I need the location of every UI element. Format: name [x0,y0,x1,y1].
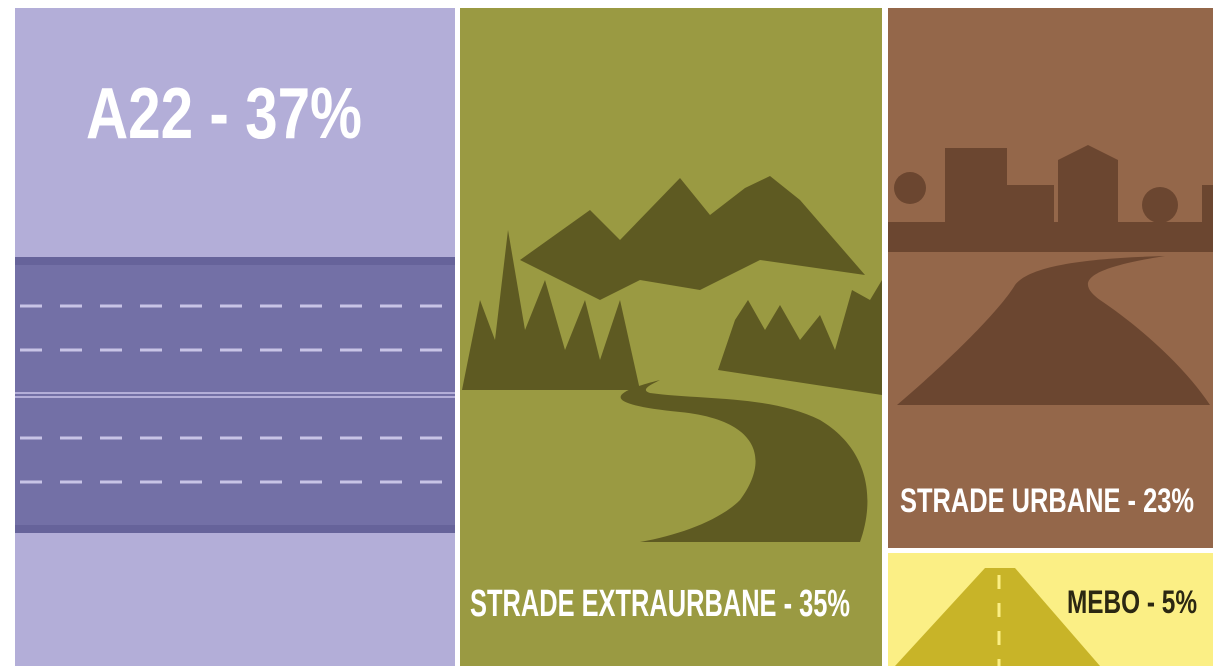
panel-extraurbane: STRADE EXTRAURBANE - 35% [460,8,882,666]
building [1006,185,1054,225]
road [897,256,1210,405]
panel-label: A22 - 37% [86,74,362,154]
highway-edge [15,257,455,265]
panel-mebo: MEBO - 5% [888,553,1213,666]
building [945,148,1007,224]
highway-edge [15,525,455,533]
panel-a22: A22 - 37% [15,8,455,666]
forest [718,280,882,395]
tree [894,172,926,204]
panel-label: MEBO - 5% [1067,584,1197,620]
panel-label: STRADE URBANE - 23% [900,482,1194,520]
panel-label: STRADE EXTRAURBANE - 35% [470,583,850,625]
panel-urbane: STRADE URBANE - 23% [888,8,1213,548]
lane-markings [20,304,455,484]
tree [1142,187,1178,223]
building [1202,185,1213,225]
forest [462,230,640,390]
highway [15,257,455,533]
road [620,380,868,542]
building [1058,145,1118,225]
ground [888,222,1213,252]
mountains [520,176,865,300]
